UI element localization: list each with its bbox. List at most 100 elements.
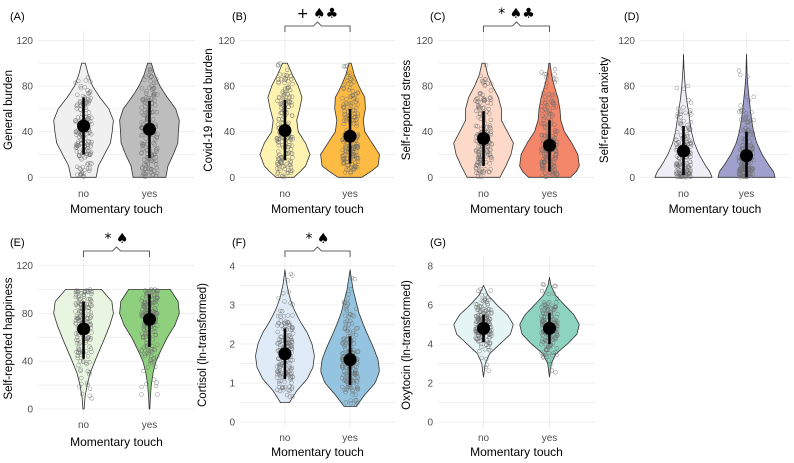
y-tick-label: 0 [427, 418, 433, 429]
data-point [674, 161, 679, 167]
data-point [153, 80, 159, 85]
data-point [489, 81, 494, 86]
data-point [348, 312, 353, 317]
data-point [150, 337, 156, 342]
data-point [274, 375, 280, 380]
data-point [738, 117, 744, 122]
data-point [547, 108, 552, 114]
data-point [349, 77, 354, 82]
data-point [87, 168, 92, 173]
data-point [677, 171, 683, 176]
data-point [542, 94, 547, 100]
data-point [741, 128, 746, 133]
significance-bracket [284, 246, 351, 257]
y-tick-label: 0 [629, 173, 635, 184]
data-point [355, 164, 360, 170]
panel-label: (A) [10, 11, 25, 23]
data-point [152, 329, 157, 334]
data-point [488, 155, 494, 160]
data-point [277, 381, 282, 386]
data-point [277, 362, 282, 368]
data-point [554, 171, 560, 176]
data-point [151, 159, 156, 164]
data-point [151, 292, 157, 298]
data-point [341, 83, 346, 88]
data-point [551, 160, 557, 165]
data-point [539, 150, 544, 156]
panel-label: (E) [10, 237, 25, 249]
data-point [352, 154, 357, 159]
data-point [275, 372, 280, 377]
data-point [540, 337, 545, 342]
data-point [551, 291, 556, 296]
data-point [73, 129, 78, 135]
data-point [278, 378, 283, 384]
data-point [546, 96, 552, 101]
y-tick-label: 80 [624, 82, 636, 93]
data-point [76, 289, 81, 295]
data-point [289, 365, 295, 370]
data-point [745, 128, 751, 133]
x-tick-label-no: no [279, 189, 291, 200]
data-point [86, 101, 91, 106]
mean-point-yes [142, 312, 156, 326]
data-point [278, 61, 283, 66]
data-point [341, 86, 346, 91]
data-point [85, 380, 90, 386]
data-point [747, 173, 752, 179]
data-point [541, 117, 546, 122]
data-point [76, 363, 81, 368]
data-point [545, 110, 550, 115]
data-point [139, 348, 144, 353]
data-point [139, 150, 144, 155]
data-point [151, 356, 157, 361]
data-point [284, 67, 290, 72]
data-point [140, 295, 145, 300]
data-point [142, 171, 147, 176]
data-point [343, 101, 349, 106]
data-point [278, 77, 284, 82]
data-point [480, 80, 486, 86]
data-point [350, 101, 355, 106]
data-point [141, 157, 147, 162]
data-point [488, 126, 493, 131]
y-tick-label: 0 [229, 173, 235, 184]
panel-label: (F) [232, 237, 246, 249]
y-tick-label: 120 [218, 36, 235, 47]
data-point [551, 94, 556, 99]
data-point [146, 95, 151, 101]
data-point [344, 308, 350, 313]
data-point [475, 336, 480, 341]
data-point [342, 325, 348, 330]
data-point [89, 396, 94, 401]
data-point [285, 92, 290, 97]
data-point [343, 400, 348, 405]
mean-point-yes [343, 129, 357, 143]
data-point [687, 126, 692, 131]
data-point [288, 147, 294, 152]
data-point [82, 167, 87, 173]
panel-label: (D) [624, 11, 639, 23]
data-point [154, 110, 159, 115]
data-point [343, 146, 348, 151]
data-point [151, 91, 156, 97]
data-point [751, 117, 757, 123]
data-point [354, 97, 360, 103]
data-point [553, 129, 558, 135]
data-point [738, 172, 743, 177]
data-point [153, 307, 158, 312]
data-point [290, 331, 296, 336]
data-point [540, 281, 546, 287]
data-point [354, 385, 360, 390]
data-point [155, 146, 160, 151]
data-point [286, 157, 291, 163]
data-point [484, 125, 490, 130]
data-point [286, 333, 291, 339]
data-point [355, 90, 360, 95]
data-point [152, 287, 158, 292]
data-point [348, 169, 353, 175]
data-point [73, 294, 78, 300]
data-point [477, 168, 482, 173]
data-point [539, 104, 544, 109]
